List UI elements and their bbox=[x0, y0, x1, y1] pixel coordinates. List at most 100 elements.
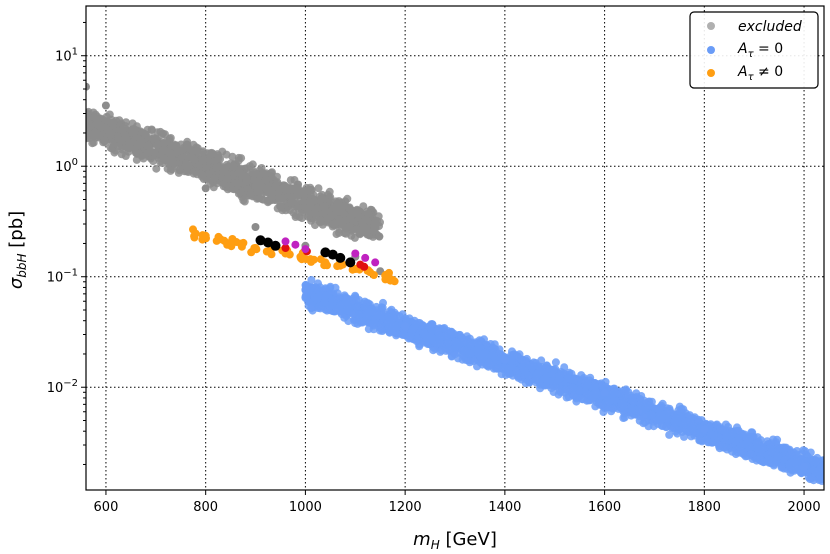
y-tick-label: 10−2 bbox=[47, 378, 78, 396]
scatter-point-excluded bbox=[172, 141, 181, 150]
data-point-excluded bbox=[101, 101, 110, 110]
scatter-point-excluded bbox=[147, 126, 156, 135]
scatter-point-excluded bbox=[362, 215, 371, 224]
data-point-Atau--0 bbox=[296, 252, 305, 261]
scatter-point-Atau--0 bbox=[677, 404, 686, 413]
scatter-point-excluded bbox=[311, 204, 320, 213]
x-tick-label: 1600 bbox=[588, 500, 621, 515]
legend-marker-atau-zero bbox=[707, 46, 715, 54]
scatter-point-Atau--0 bbox=[671, 414, 680, 423]
data-point-Atau--0 bbox=[226, 238, 235, 247]
y-tick-label: 101 bbox=[55, 47, 78, 65]
scatter-point-excluded bbox=[304, 211, 313, 220]
data-point-black bbox=[270, 240, 281, 251]
data-point-Atau--0 bbox=[388, 276, 397, 284]
scatter-point-excluded bbox=[371, 217, 380, 226]
scatter-point-excluded bbox=[160, 139, 169, 148]
scatter-point-excluded bbox=[347, 212, 355, 221]
x-tick-label: 800 bbox=[193, 500, 218, 515]
scatter-point-excluded bbox=[173, 147, 182, 156]
data-point-excluded bbox=[86, 82, 90, 91]
scatter-point-Atau--0 bbox=[769, 461, 778, 470]
scatter-point-excluded bbox=[300, 187, 309, 196]
scatter-point-excluded bbox=[273, 172, 281, 181]
scatter-point-excluded bbox=[251, 181, 260, 190]
scatter-point-excluded bbox=[182, 152, 191, 161]
scatter-point-excluded bbox=[199, 147, 207, 156]
scatter-point-excluded bbox=[306, 199, 315, 208]
data-point-Atau--0 bbox=[191, 229, 200, 238]
scatter-point-excluded bbox=[291, 211, 300, 220]
legend-marker-excluded bbox=[707, 22, 715, 30]
legend: excluded Aτ = 0 Aτ ≠ 0 bbox=[689, 11, 819, 89]
scatter-point-Atau--0 bbox=[628, 393, 637, 402]
scatter-point-excluded bbox=[275, 194, 284, 203]
data-point-magenta bbox=[281, 237, 290, 246]
x-tick-label: 1800 bbox=[688, 500, 721, 515]
scatter-point-excluded bbox=[334, 217, 343, 226]
data-point-black bbox=[345, 257, 356, 268]
data-point-magenta bbox=[291, 240, 300, 249]
scatter-point-Atau--0 bbox=[569, 383, 578, 392]
scatter-point-excluded bbox=[341, 223, 350, 232]
legend-marker-atau-nonzero bbox=[707, 69, 715, 77]
scatter-point-excluded bbox=[256, 172, 265, 180]
x-axis-title: mH [GeV] bbox=[413, 529, 497, 552]
y-tick-label: 100 bbox=[55, 157, 78, 175]
data-point-magenta bbox=[301, 245, 310, 254]
x-tick-label: 1000 bbox=[289, 500, 322, 515]
scatter-point-Atau--0 bbox=[560, 363, 569, 372]
data-point-Atau--0 bbox=[216, 235, 225, 244]
scatter-point-Atau--0 bbox=[312, 284, 321, 293]
data-point-Atau--0 bbox=[700, 425, 709, 434]
data-point-excluded bbox=[201, 184, 210, 193]
scatter-point-Atau--0 bbox=[722, 432, 731, 441]
scatter-point-excluded bbox=[332, 206, 341, 214]
x-tick-label: 2000 bbox=[788, 500, 821, 515]
legend-label-excluded: excluded bbox=[738, 19, 802, 35]
scatter-point-Atau--0 bbox=[811, 457, 820, 466]
scatter-point-Atau--0 bbox=[662, 422, 671, 431]
scatter-point-excluded bbox=[182, 167, 191, 176]
scatter-point-Atau--0 bbox=[484, 358, 493, 367]
scatter-point-Atau--0 bbox=[777, 462, 786, 471]
scatter-point-excluded bbox=[293, 204, 302, 213]
scatter-point-Atau--0 bbox=[428, 320, 437, 329]
scatter-point-excluded bbox=[214, 154, 223, 163]
scatter-point-excluded bbox=[286, 206, 294, 215]
scatter-point-excluded bbox=[375, 232, 384, 241]
scatter-point-Atau--0 bbox=[313, 293, 322, 302]
data-point-Atau--0 bbox=[321, 258, 330, 267]
scatter-point-excluded bbox=[314, 184, 323, 193]
data-point-Atau--0 bbox=[201, 231, 210, 240]
scatter-point-Atau--0 bbox=[788, 458, 797, 467]
scatter-point-excluded bbox=[210, 174, 219, 183]
scatter-point-Atau--0 bbox=[619, 401, 628, 410]
scatter-point-Atau--0 bbox=[647, 410, 656, 419]
scatter-point-Atau--0 bbox=[766, 440, 775, 449]
scatter-point-excluded bbox=[223, 174, 232, 183]
scatter-point-excluded bbox=[316, 216, 325, 225]
data-point-Atau--0 bbox=[336, 261, 345, 270]
data-point-magenta bbox=[351, 249, 360, 258]
scatter-point-excluded bbox=[345, 204, 354, 213]
scatter-point-Atau--0 bbox=[549, 365, 558, 374]
scatter-point-Atau--0 bbox=[374, 311, 383, 320]
data-point-Atau--0 bbox=[401, 322, 410, 331]
scatter-point-excluded bbox=[298, 214, 306, 223]
data-point-Atau--0 bbox=[251, 244, 260, 252]
scatter-point-Atau--0 bbox=[598, 402, 607, 411]
scatter-point-Atau--0 bbox=[744, 437, 752, 446]
scatter-point-excluded bbox=[309, 190, 318, 199]
data-point-excluded bbox=[251, 223, 260, 231]
scatter-point-Atau--0 bbox=[638, 406, 647, 415]
scatter-point-Atau--0 bbox=[525, 361, 534, 370]
scatter-point-Atau--0 bbox=[728, 447, 737, 456]
scatter-point-excluded bbox=[166, 155, 175, 164]
scatter-point-excluded bbox=[125, 139, 133, 147]
scatter-point-Atau--0 bbox=[444, 338, 453, 347]
scatter-point-Atau--0 bbox=[694, 415, 703, 424]
data-points bbox=[86, 82, 824, 485]
data-point-Atau--0 bbox=[600, 388, 609, 397]
scatter-point-excluded bbox=[117, 150, 126, 159]
